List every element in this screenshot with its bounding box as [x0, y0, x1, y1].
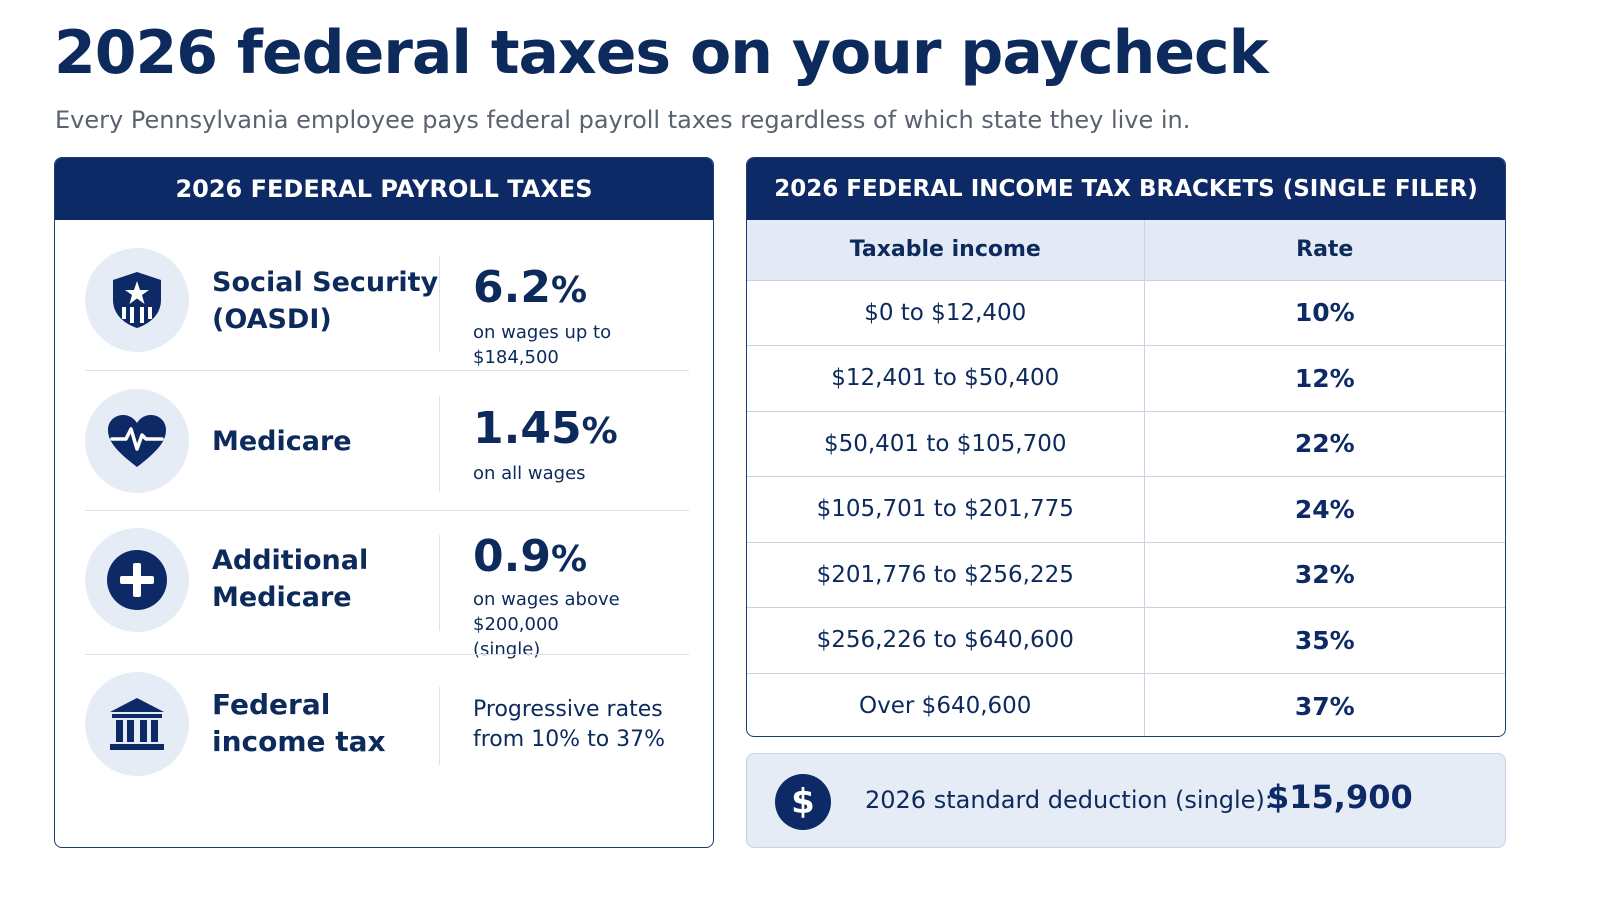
table-row: Over $640,600 37% — [747, 673, 1505, 736]
page-subtitle: Every Pennsylvania employee pays federal… — [55, 106, 1191, 134]
row-separator — [85, 654, 689, 655]
rate-cell: 24% — [1144, 476, 1505, 543]
tax-rate-note: on wages above $200,000 (single) — [473, 589, 620, 660]
shield-star-icon — [85, 248, 189, 352]
bank-building-icon — [85, 672, 189, 776]
table-row: $0 to $12,400 10% — [747, 280, 1505, 346]
rate-cell: 35% — [1144, 607, 1505, 674]
table-row: $50,401 to $105,700 22% — [747, 411, 1505, 477]
tax-rate: 1.45% — [473, 403, 618, 454]
payroll-taxes-heading: 2026 FEDERAL PAYROLL TAXES — [55, 158, 713, 220]
tax-brackets-heading: 2026 FEDERAL INCOME TAX BRACKETS (SINGLE… — [747, 158, 1505, 220]
tax-brackets-panel: 2026 FEDERAL INCOME TAX BRACKETS (SINGLE… — [746, 157, 1506, 737]
column-header-taxable-income: Taxable income — [747, 220, 1145, 281]
standard-deduction-box: $ 2026 standard deduction (single): $15,… — [746, 753, 1506, 848]
income-cell: $50,401 to $105,700 — [747, 411, 1145, 477]
rate-cell: 32% — [1144, 542, 1505, 608]
payroll-taxes-panel: 2026 FEDERAL PAYROLL TAXES Social Securi… — [54, 157, 714, 848]
tax-rate-note: on wages up to $184,500 — [473, 322, 612, 368]
table-header-row: Taxable income Rate — [747, 220, 1505, 281]
column-header-rate: Rate — [1144, 220, 1505, 281]
page-title: 2026 federal taxes on your paycheck — [54, 18, 1269, 88]
income-cell: $105,701 to $201,775 — [747, 476, 1145, 543]
tax-name: Federal income tax — [212, 688, 386, 758]
row-separator — [85, 370, 689, 371]
income-cell: $0 to $12,400 — [747, 280, 1145, 346]
income-cell: $256,226 to $640,600 — [747, 607, 1145, 674]
tax-name: Social Security (OASDI) — [212, 267, 439, 335]
divider — [439, 535, 440, 631]
income-cell: $12,401 to $50,400 — [747, 345, 1145, 412]
table-row: $105,701 to $201,775 24% — [747, 476, 1505, 543]
plus-circle-icon — [85, 528, 189, 632]
tax-name: Medicare — [212, 426, 352, 457]
divider — [439, 396, 440, 492]
row-separator — [85, 510, 689, 511]
income-cell: $201,776 to $256,225 — [747, 542, 1145, 608]
divider — [439, 256, 440, 352]
rate-cell: 12% — [1144, 345, 1505, 412]
tax-row-medicare: Medicare 1.45% on all wages — [85, 371, 689, 511]
standard-deduction-label: 2026 standard deduction (single): — [865, 786, 1273, 814]
rate-cell: 22% — [1144, 411, 1505, 477]
standard-deduction-value: $15,900 — [1267, 778, 1413, 816]
tax-name: Additional Medicare — [212, 545, 369, 613]
table-row: $256,226 to $640,600 35% — [747, 607, 1505, 674]
rate-cell: 10% — [1144, 280, 1505, 346]
tax-rate: 6.2% — [473, 262, 588, 313]
table-row: $12,401 to $50,400 12% — [747, 345, 1505, 412]
tax-row-additional-medicare: Additional Medicare 0.9% on wages above … — [85, 511, 689, 660]
income-cell: Over $640,600 — [747, 673, 1145, 736]
heart-pulse-icon — [85, 389, 189, 493]
tax-rate-note: on all wages — [473, 463, 586, 484]
tax-row-federal-income-tax: Federal income tax Progressive rates fro… — [85, 655, 689, 785]
dollar-icon: $ — [775, 774, 831, 830]
tax-rate: 0.9% — [473, 531, 588, 582]
tax-rate-text: Progressive rates from 10% to 37% — [473, 697, 666, 752]
rate-cell: 37% — [1294, 691, 1355, 721]
tax-brackets-table: Taxable income Rate $0 to $12,400 10% $12… — [747, 220, 1505, 736]
tax-row-social-security: Social Security (OASDI) 6.2% on wages up… — [85, 248, 689, 371]
table-row: $201,776 to $256,225 32% — [747, 542, 1505, 608]
divider — [439, 687, 440, 765]
